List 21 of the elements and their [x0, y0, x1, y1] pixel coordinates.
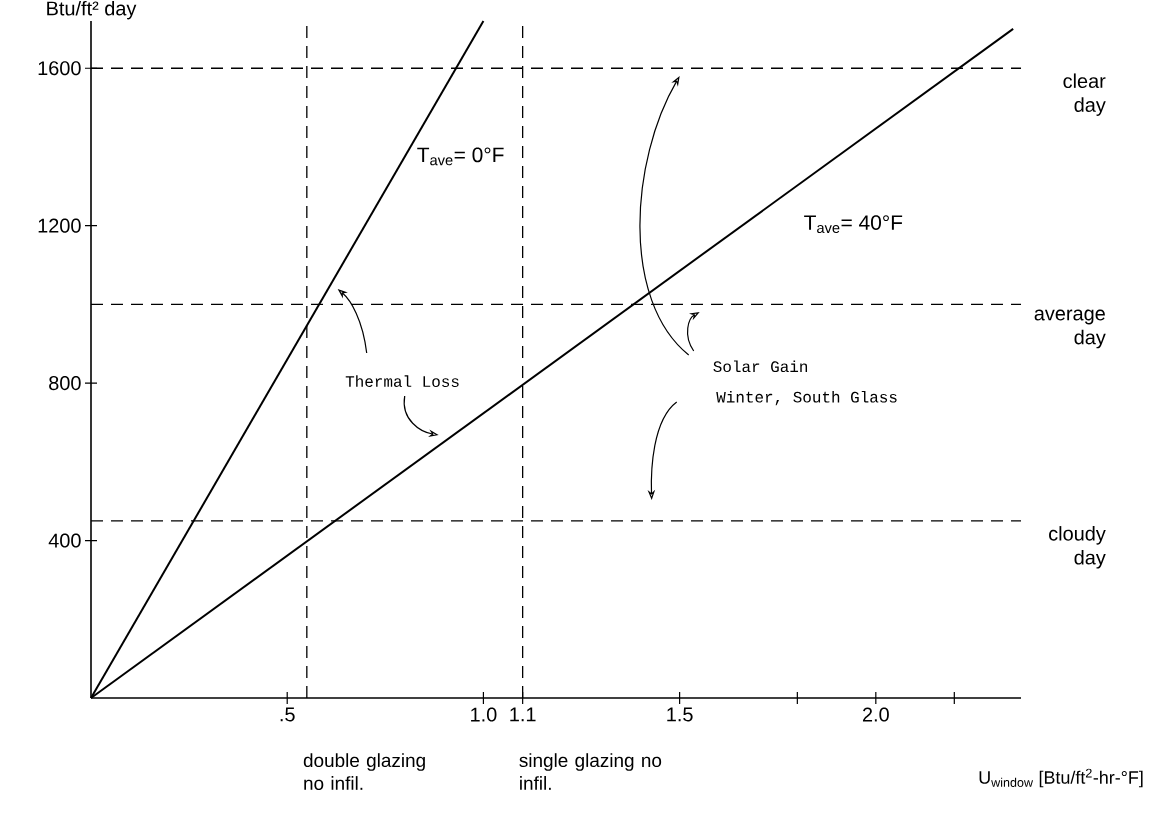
annotation: Solar Gain: [713, 360, 808, 373]
ref-line-label: average day: [1034, 309, 1106, 349]
series-label: T$_{ave}$= 0°F: [417, 147, 504, 166]
x-tick-label: 1.1: [510, 707, 536, 722]
x-tick-label: 1.5: [667, 707, 693, 722]
y-tick-label: 800: [49, 376, 81, 391]
y-tick-label: 1600: [38, 61, 81, 76]
x-tick-label: 1.0: [471, 707, 497, 722]
x-axis-title: U$_{window}$ [Btu/ft$^{2}$-hr-°F]: [979, 768, 1143, 788]
series-label: T$_{ave}$= 40°F: [804, 215, 903, 234]
x-tick-label: .5: [280, 707, 295, 722]
x-tick-label: 2.0: [862, 707, 889, 722]
ref-line-label: cloudy day: [1049, 526, 1106, 569]
y-tick-label: 1200: [38, 218, 81, 233]
ref-line-label: clear day: [1063, 73, 1106, 116]
annotation: Thermal Loss: [345, 375, 459, 388]
annotation: Winter, South Glass: [716, 390, 897, 406]
ref-line-label: double glazing no infil.: [303, 753, 425, 791]
ref-line-label: single glazing no infil.: [519, 753, 662, 790]
y-axis-title: Btu/ft² day: [47, 0, 137, 20]
y-tick-label: 400: [48, 533, 81, 548]
